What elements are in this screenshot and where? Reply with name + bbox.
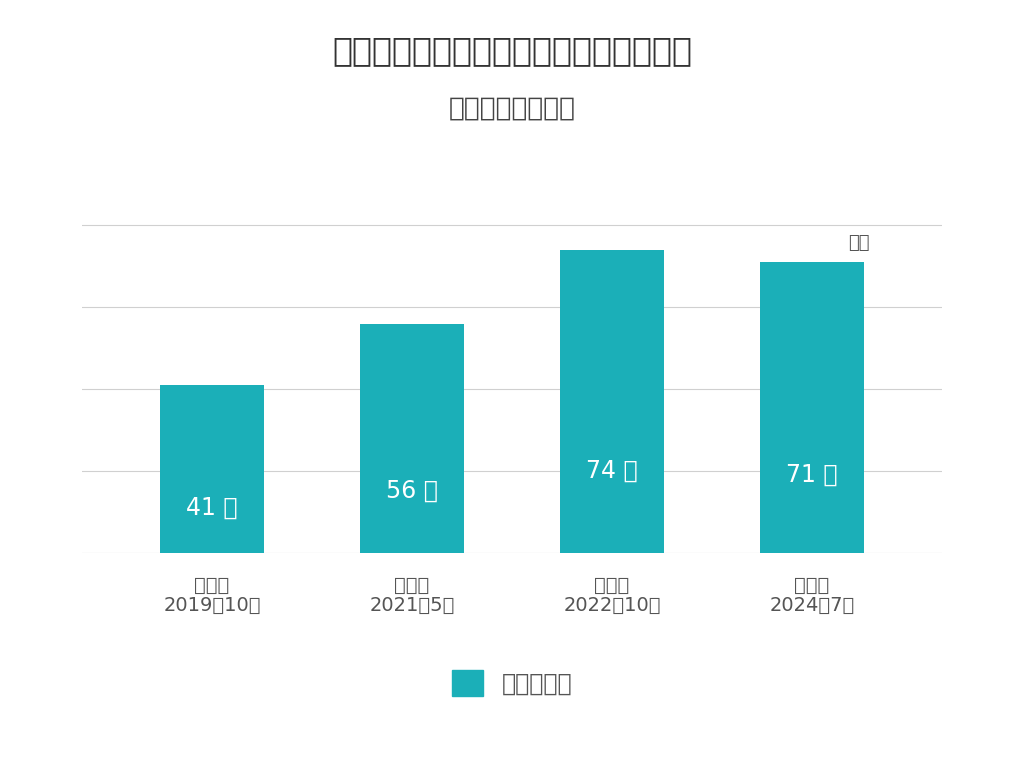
Bar [560,250,664,553]
Text: 2021年5月: 2021年5月 [370,596,455,615]
Text: 調査年月別の推移: 調査年月別の推移 [449,96,575,122]
Text: 2019年10月: 2019年10月 [163,596,261,615]
Text: 74 ％: 74 ％ [586,459,638,483]
Text: 2024年7月: 2024年7月 [769,596,855,615]
Text: 第１回: 第１回 [195,575,229,594]
Text: 41 ％: 41 ％ [186,495,238,520]
Text: 56 ％: 56 ％ [386,479,438,503]
Text: 71 ％: 71 ％ [786,462,838,486]
Text: 第２回: 第２回 [394,575,430,594]
Bar [760,262,864,553]
Text: 第４回: 第４回 [795,575,829,594]
Bar [160,385,264,553]
Bar [360,323,464,553]
Legend: 知っている: 知っている [452,670,572,696]
Text: 2022年10月: 2022年10月 [563,596,660,615]
Text: 今回: 今回 [848,234,869,252]
Text: 第３回: 第３回 [594,575,630,594]
Text: 金継ぎ（きんつぎ）を知っていますか？: 金継ぎ（きんつぎ）を知っていますか？ [332,35,692,68]
